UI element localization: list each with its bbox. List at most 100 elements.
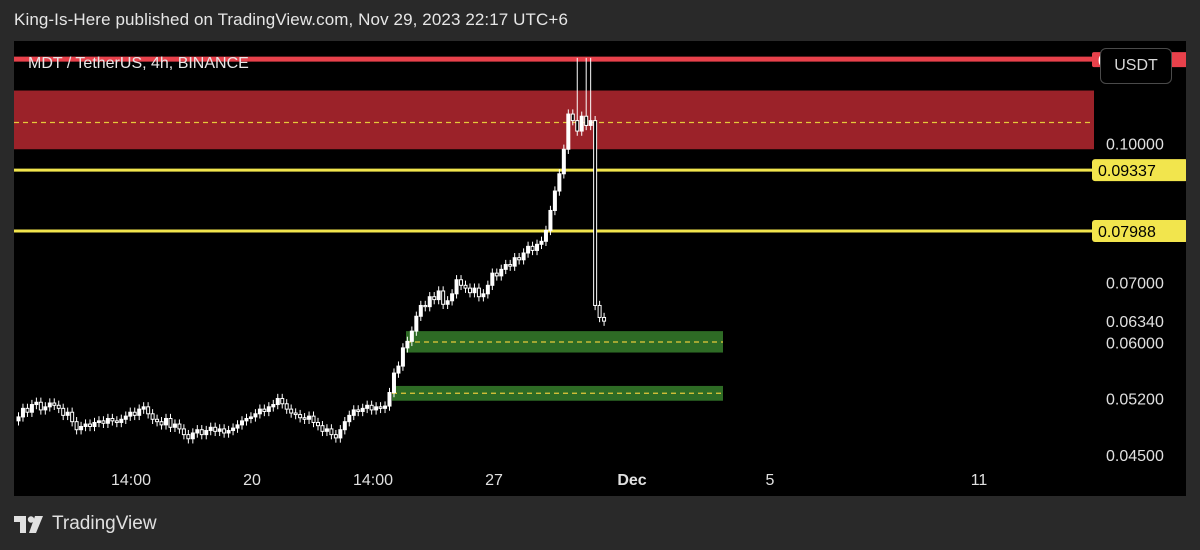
candle-body	[61, 407, 66, 416]
candle-body	[584, 115, 589, 126]
candle	[494, 268, 499, 281]
candle-body	[374, 406, 379, 411]
candle-body	[25, 407, 30, 413]
candle	[342, 417, 347, 435]
candle	[52, 398, 57, 411]
candle-body	[320, 425, 325, 432]
candle	[74, 417, 79, 435]
candle	[293, 408, 298, 420]
candle-body	[494, 272, 499, 277]
candle-body	[485, 284, 490, 295]
price-tick-label: 0.06000	[1106, 336, 1164, 353]
supply-zone	[14, 90, 1094, 150]
symbol-label[interactable]: MDT / TetherUS, 4h, BINANCE	[28, 55, 249, 72]
candle-body	[177, 423, 182, 430]
candle	[302, 413, 307, 424]
candle-body	[132, 411, 137, 416]
candle-body	[79, 425, 84, 431]
candle-body	[217, 428, 222, 432]
time-tick-label: 27	[485, 472, 503, 489]
candle	[101, 416, 106, 428]
candle	[280, 393, 285, 409]
candle-body	[226, 430, 231, 434]
candle-body	[517, 257, 522, 261]
candle-body	[369, 404, 374, 411]
candle-body	[141, 406, 146, 410]
candle	[190, 428, 195, 444]
candle-body	[150, 413, 155, 420]
candle-body	[521, 252, 526, 261]
candle-body	[324, 428, 329, 432]
candle	[400, 343, 405, 371]
candle	[172, 419, 177, 432]
candle	[320, 421, 325, 437]
candle-body	[543, 229, 548, 242]
candle	[222, 424, 227, 438]
candle	[365, 400, 370, 414]
candle	[575, 57, 580, 136]
candle	[432, 292, 437, 305]
candle	[557, 169, 562, 196]
candle-body	[302, 417, 307, 420]
candle-body	[289, 408, 294, 414]
candle-body	[405, 340, 410, 349]
candle	[88, 419, 93, 432]
candle-body	[391, 372, 396, 394]
candle	[512, 253, 517, 271]
candle	[141, 402, 146, 414]
candle-body	[530, 245, 535, 251]
candle-body	[329, 428, 334, 436]
candle-body	[490, 272, 495, 286]
demand-zone	[406, 331, 723, 353]
candle-body	[535, 243, 540, 251]
candle-body	[235, 424, 240, 429]
candle-body	[463, 284, 468, 289]
candle	[181, 424, 186, 440]
price-badge-text: 0.09337	[1098, 163, 1156, 180]
candle-body	[593, 120, 598, 306]
candle	[521, 248, 526, 265]
candle	[499, 264, 504, 281]
candle-body	[16, 416, 21, 422]
candle	[387, 387, 392, 411]
candle	[356, 405, 361, 417]
footer-brand[interactable]: TradingView	[14, 513, 157, 535]
candle	[289, 404, 294, 418]
candle-body	[351, 409, 356, 416]
zones-layer	[14, 90, 1094, 401]
price-tick-label: 0.04500	[1106, 448, 1164, 465]
candle-body	[539, 240, 544, 245]
candle-body	[20, 407, 25, 418]
price-tick-label: 0.07000	[1106, 276, 1164, 293]
price-tick-label: 0.10000	[1106, 136, 1164, 153]
currency-unit-button[interactable]: USDT	[1100, 48, 1172, 84]
candle-body	[284, 403, 289, 410]
candle	[436, 286, 441, 305]
candle	[508, 259, 513, 271]
candle	[244, 413, 249, 426]
candle-body	[579, 115, 584, 132]
candle-body	[512, 257, 517, 267]
candle-body	[208, 426, 213, 432]
candle-body	[101, 420, 106, 424]
candle-body	[423, 304, 428, 308]
candle-body	[83, 423, 88, 427]
candle	[476, 283, 481, 302]
candle	[414, 311, 419, 336]
price-chart[interactable]: 0.124080.120000.100000.093370.079880.070…	[14, 41, 1186, 496]
candle	[199, 425, 204, 440]
candle	[588, 57, 593, 131]
candle-body	[213, 426, 218, 432]
candle	[29, 399, 34, 417]
candle	[275, 393, 280, 410]
candle	[441, 286, 446, 310]
candle	[378, 402, 383, 414]
candle	[423, 300, 428, 312]
candle-body	[476, 287, 481, 298]
price-tick-label: 0.06340	[1106, 314, 1164, 331]
chart-frame[interactable]: 0.124080.120000.100000.093370.079880.070…	[14, 41, 1186, 496]
candle-body	[204, 430, 209, 436]
candle-body	[557, 173, 562, 192]
candle-body	[257, 408, 262, 415]
candle-body	[575, 120, 580, 132]
